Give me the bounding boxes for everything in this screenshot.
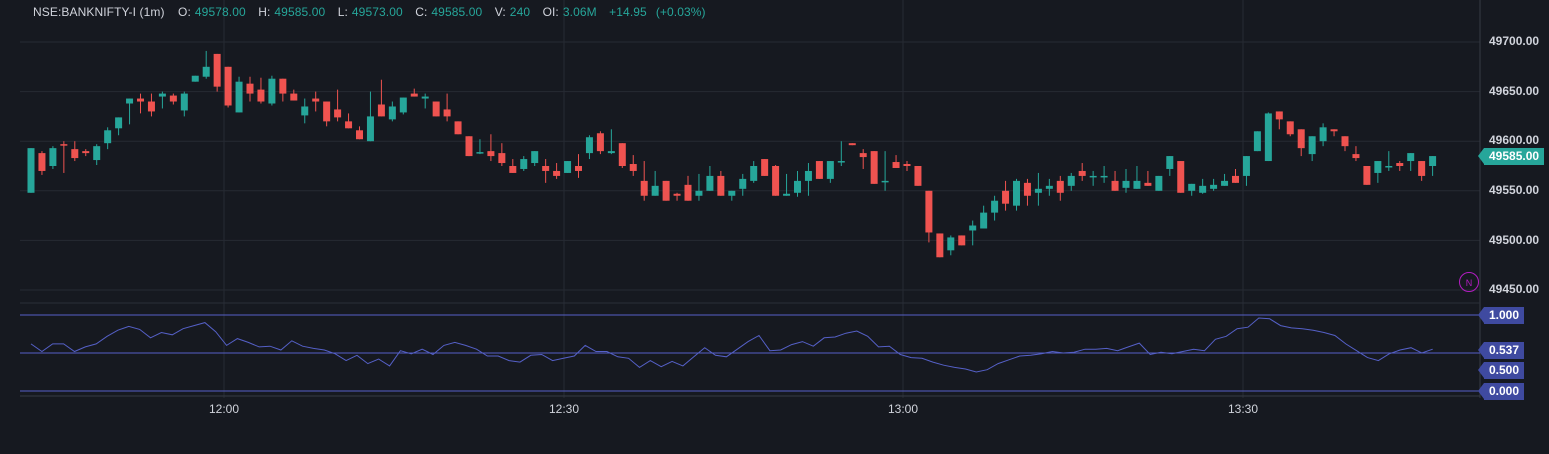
time-tick: 12:00	[208, 402, 240, 416]
open-value: 49578.00	[194, 5, 246, 19]
high-value: 49585.00	[274, 5, 326, 19]
indicator-value-tag: 0.537	[1477, 342, 1525, 359]
indicator-mid-tag: 0.500	[1477, 362, 1525, 379]
price-tick: 49450.00	[1489, 282, 1540, 296]
time-tick: 12:30	[548, 402, 580, 416]
price-tick: 49550.00	[1489, 183, 1540, 197]
time-tick: 13:30	[1227, 402, 1259, 416]
high-label: H:	[258, 5, 271, 19]
change-value: +14.95	[609, 5, 647, 19]
oi-value: 3.06M	[562, 5, 597, 19]
symbol-label[interactable]: NSE:BANKNIFTY-I (1m)	[33, 5, 165, 19]
ohlc-legend: NSE:BANKNIFTY-I (1m) O: 49578.00 H: 49585.…	[33, 5, 715, 19]
indicator-lower-tag: 0.000	[1477, 383, 1525, 400]
price-tick: 49600.00	[1489, 133, 1540, 147]
close-label: C:	[415, 5, 428, 19]
price-tick: 49500.00	[1489, 233, 1540, 247]
news-marker-icon[interactable]: N	[1459, 272, 1479, 292]
change-percent: (+0.03%)	[655, 5, 706, 19]
volume-value: 240	[509, 5, 531, 19]
current-price-tag: 49585.00	[1477, 148, 1545, 165]
close-value: 49585.00	[431, 5, 483, 19]
volume-label: V:	[494, 5, 506, 19]
low-label: L:	[337, 5, 348, 19]
open-label: O:	[178, 5, 191, 19]
oi-label: OI:	[542, 5, 559, 19]
time-tick: 13:00	[887, 402, 919, 416]
price-tick: 49650.00	[1489, 84, 1540, 98]
low-value: 49573.00	[351, 5, 403, 19]
price-tick: 49700.00	[1489, 34, 1540, 48]
indicator-upper-tag: 1.000	[1477, 307, 1525, 324]
